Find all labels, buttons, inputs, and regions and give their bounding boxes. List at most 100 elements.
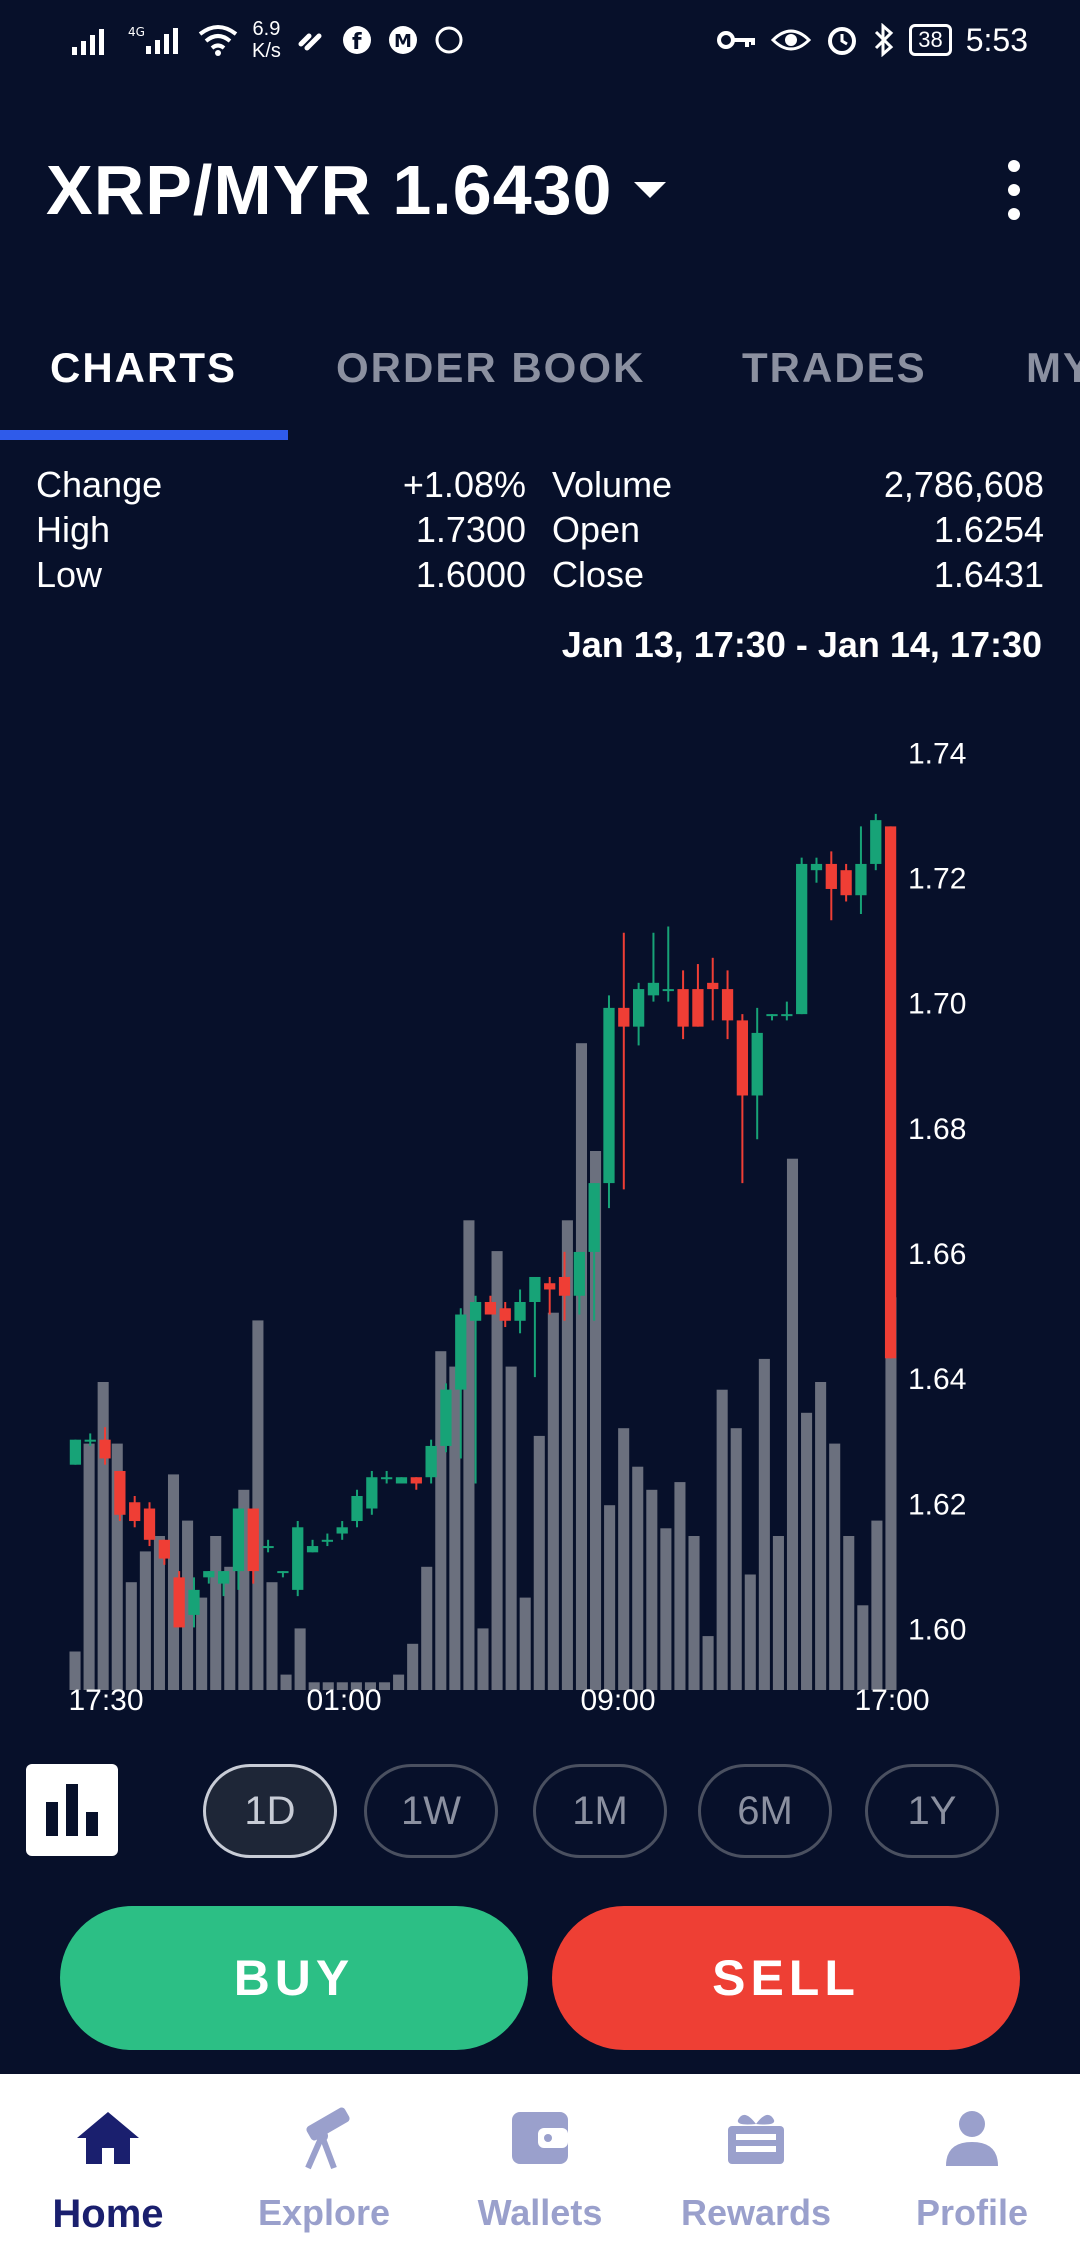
candle-body xyxy=(647,982,660,996)
svg-text:4G: 4G xyxy=(128,25,145,39)
candle-body xyxy=(262,1546,274,1549)
volume-bar xyxy=(393,1674,405,1690)
y-tick-label: 1.62 xyxy=(908,1488,966,1521)
volume-bar xyxy=(83,1443,95,1690)
candle-body xyxy=(781,1014,793,1017)
nav-home[interactable]: Home xyxy=(0,2074,216,2244)
candle-body xyxy=(366,1477,378,1509)
volume-bar xyxy=(632,1466,644,1690)
svg-text:M: M xyxy=(394,31,412,52)
nav-explore[interactable]: Explore xyxy=(216,2074,432,2244)
volume-bar xyxy=(561,1220,573,1690)
candle-body xyxy=(707,982,719,990)
tab-charts[interactable]: CHARTS xyxy=(50,344,237,391)
x-tick-label: 09:00 xyxy=(580,1684,655,1717)
home-icon xyxy=(72,2102,144,2174)
price-chart[interactable]: 1.74 1.72 1.70 1.68 1.66 1.64 1.62 1.60 17:30 01:… xyxy=(0,700,1080,1720)
candle-body xyxy=(143,1508,156,1540)
y-tick-label: 1.74 xyxy=(908,737,966,770)
nav-profile[interactable]: Profile xyxy=(864,2074,1080,2244)
candle-body xyxy=(292,1527,304,1590)
period-1m[interactable]: 1M xyxy=(533,1764,667,1858)
sell-button[interactable]: SELL xyxy=(552,1906,1020,2050)
nav-explore-label: Explore xyxy=(257,2192,391,2233)
volume-bar xyxy=(111,1443,123,1690)
volume-bar xyxy=(69,1651,81,1690)
period-1d[interactable]: 1D xyxy=(203,1764,337,1858)
volume-bar xyxy=(294,1628,306,1690)
svg-text:f: f xyxy=(352,30,362,55)
period-6m[interactable]: 6M xyxy=(698,1764,832,1858)
y-tick-label: 1.64 xyxy=(908,1363,966,1396)
more-options-icon[interactable] xyxy=(1004,160,1024,220)
candle-body xyxy=(484,1302,497,1315)
volume-bar xyxy=(139,1551,151,1690)
volume-bar xyxy=(618,1428,630,1690)
volume-bar xyxy=(716,1389,728,1690)
bottom-nav: Home Explore Wallets Rewards Profile xyxy=(0,2074,1080,2244)
candle-body xyxy=(277,1571,289,1574)
tab-my[interactable]: MY xyxy=(1026,344,1080,391)
tab-bar: CHARTS ORDER BOOK TRADES MY xyxy=(0,330,1080,440)
volume-bar xyxy=(871,1520,883,1690)
change-value: +1.08% xyxy=(402,464,526,505)
nav-home-label: Home xyxy=(52,2192,164,2236)
volume-bar xyxy=(674,1482,686,1690)
signal-icon xyxy=(72,29,104,55)
candle-body xyxy=(573,1251,585,1296)
loading-circle-icon xyxy=(435,26,463,54)
wallet-icon xyxy=(504,2102,576,2174)
volume-bar xyxy=(252,1320,264,1690)
period-selector: 1D 1W 1M 6M 1Y xyxy=(0,1764,1080,1858)
volume-bar xyxy=(857,1605,869,1690)
high-value: 1.7300 xyxy=(415,509,526,550)
nav-rewards[interactable]: Rewards xyxy=(648,2074,864,2244)
facebook-icon: f xyxy=(342,26,371,55)
candle-body xyxy=(114,1470,126,1515)
volume-bar xyxy=(378,1682,391,1690)
volume-bar xyxy=(519,1597,531,1690)
pair-selector[interactable]: XRP/MYR 1.6430 xyxy=(46,140,667,240)
candle-body xyxy=(662,989,674,992)
tab-trades[interactable]: TRADES xyxy=(742,344,927,391)
chart-type-toggle[interactable] xyxy=(26,1764,118,1856)
candle-body xyxy=(69,1439,82,1465)
volume-bar xyxy=(491,1251,503,1690)
volume-bar xyxy=(477,1628,489,1690)
candle-body xyxy=(514,1302,526,1321)
status-left: 4G 6.9 K/s f M xyxy=(72,18,465,62)
nav-wallets[interactable]: Wallets xyxy=(432,2074,648,2244)
stat-row: Change +1.08% Volume 2,786,608 xyxy=(36,462,1044,507)
candle-body xyxy=(188,1589,200,1615)
network-speed-value: 6.9 xyxy=(252,18,281,40)
candle-body xyxy=(469,1302,482,1321)
period-1y[interactable]: 1Y xyxy=(865,1764,999,1858)
nav-wallets-label: Wallets xyxy=(477,2192,603,2233)
candle-body xyxy=(99,1439,111,1459)
volume-bar xyxy=(224,1566,236,1690)
buy-button[interactable]: BUY xyxy=(60,1906,528,2050)
candle-body xyxy=(158,1539,170,1559)
open-label: Open xyxy=(552,509,641,550)
nav-rewards-label: Rewards xyxy=(680,2192,832,2233)
volume-bar xyxy=(266,1582,278,1690)
period-1w[interactable]: 1W xyxy=(364,1764,498,1858)
candle-body xyxy=(884,826,897,1359)
candle-body xyxy=(84,1439,96,1442)
gift-icon xyxy=(720,2102,792,2174)
volume-bar xyxy=(435,1351,447,1690)
low-label: Low xyxy=(36,554,103,595)
volume-bar xyxy=(547,1312,559,1690)
volume-bar xyxy=(210,1536,222,1690)
nav-profile-label: Profile xyxy=(915,2192,1029,2233)
tab-order-book[interactable]: ORDER BOOK xyxy=(336,344,646,391)
candle-body xyxy=(336,1527,348,1534)
volume-bar xyxy=(758,1358,770,1690)
volume-bar xyxy=(646,1489,658,1690)
tab-indicator xyxy=(0,430,288,440)
x-tick-label: 17:30 xyxy=(68,1684,143,1717)
caret-down-icon xyxy=(634,182,667,198)
person-icon xyxy=(936,2102,1008,2174)
network-speed-unit: K/s xyxy=(252,40,281,62)
status-right: 38 5:53 xyxy=(717,22,1028,59)
